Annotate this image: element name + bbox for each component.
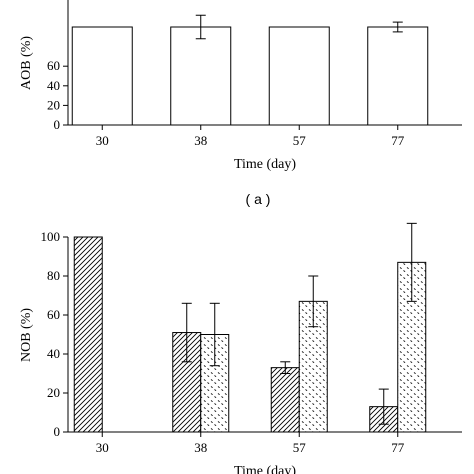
x-tick-label: 57 [293, 440, 307, 455]
error-bar [280, 361, 291, 374]
y-tick-label: 0 [54, 117, 61, 132]
y-tick-label: 40 [47, 346, 60, 361]
y-tick-label: 80 [47, 268, 60, 283]
error-bar [392, 21, 403, 33]
y-tick-label: 20 [47, 385, 60, 400]
x-tick-label: 30 [96, 440, 109, 455]
y-tick-label: 20 [47, 97, 60, 112]
bar-plain-77 [367, 26, 429, 126]
y-tick-label: 0 [54, 424, 61, 439]
bar-diagonal-hatch-57 [270, 367, 300, 433]
y-axis-title-b: NOB (%) [19, 308, 34, 362]
error-bar [181, 302, 192, 363]
y-tick-label: 100 [41, 229, 61, 244]
bar-plain-57 [268, 26, 330, 126]
x-tick-label: 30 [96, 133, 109, 148]
x-tick-label: 57 [293, 133, 307, 148]
x-axis-title-b: Time (day) [234, 464, 296, 474]
error-bar [378, 388, 389, 425]
error-bar [195, 14, 206, 40]
x-tick-label: 38 [194, 440, 207, 455]
x-tick-label: 38 [194, 133, 207, 148]
bar-plain-38 [170, 26, 232, 126]
chart-aob: AOB (%) Time (day) ( a ) 0 20 40 60 30 38 57 7… [19, 0, 462, 207]
panel-label-a: ( a ) [246, 191, 271, 207]
error-bar [406, 222, 417, 302]
y-tick-label: 40 [47, 78, 60, 93]
x-tick-label: 77 [391, 133, 405, 148]
bar-diagonal-hatch-30 [73, 236, 103, 433]
error-bar [209, 302, 220, 367]
x-tick-label: 77 [391, 440, 405, 455]
y-axis-title-a: AOB (%) [19, 36, 34, 90]
error-bar [308, 275, 319, 328]
x-axis-title-a: Time (day) [234, 157, 296, 172]
y-tick-label: 60 [47, 307, 60, 322]
y-tick-label: 60 [47, 58, 60, 73]
bar-plain-30 [71, 26, 133, 126]
chart-nob: NOB (%) Time (day) 0 20 40 60 80 100 30 38 57 77 [19, 222, 462, 474]
